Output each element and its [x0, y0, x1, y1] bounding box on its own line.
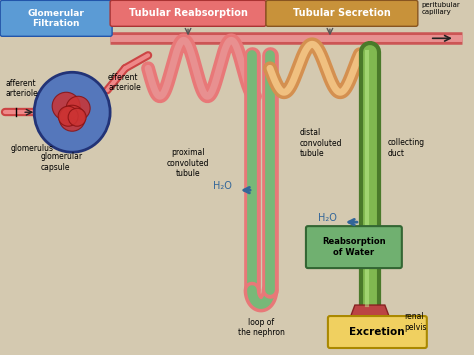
- Circle shape: [58, 106, 78, 126]
- FancyBboxPatch shape: [110, 0, 266, 26]
- FancyBboxPatch shape: [328, 316, 427, 348]
- Circle shape: [52, 92, 80, 120]
- Text: afferent
arteriole: afferent arteriole: [5, 78, 38, 98]
- Ellipse shape: [34, 72, 110, 152]
- FancyBboxPatch shape: [266, 0, 418, 26]
- Text: H₂O: H₂O: [213, 181, 232, 191]
- Circle shape: [68, 108, 86, 126]
- Text: H₂O: H₂O: [318, 213, 337, 223]
- Text: proximal
convoluted
tubule: proximal convoluted tubule: [167, 148, 210, 178]
- Circle shape: [66, 96, 90, 120]
- Polygon shape: [340, 305, 400, 345]
- Text: Glomerular
Filtration: Glomerular Filtration: [28, 9, 85, 28]
- Circle shape: [59, 105, 85, 131]
- Text: distal
convoluted
tubule: distal convoluted tubule: [300, 128, 342, 158]
- FancyBboxPatch shape: [0, 0, 112, 36]
- Text: Reabsorption
of Water: Reabsorption of Water: [322, 237, 386, 257]
- Text: Excretion: Excretion: [349, 327, 405, 337]
- Text: renal
pelvis: renal pelvis: [404, 312, 426, 332]
- Text: collecting
duct: collecting duct: [388, 138, 425, 158]
- Text: efferent
arteriole: efferent arteriole: [108, 72, 141, 92]
- Text: glomerular
capsule: glomerular capsule: [40, 153, 82, 172]
- Text: glomerulus: glomerulus: [10, 144, 53, 153]
- Text: peritubular
capillary: peritubular capillary: [422, 2, 461, 15]
- FancyBboxPatch shape: [306, 226, 402, 268]
- Text: loop of
the nephron: loop of the nephron: [237, 318, 284, 338]
- Text: Tubular Secretion: Tubular Secretion: [293, 8, 391, 18]
- Text: Tubular Reabsorption: Tubular Reabsorption: [128, 8, 247, 18]
